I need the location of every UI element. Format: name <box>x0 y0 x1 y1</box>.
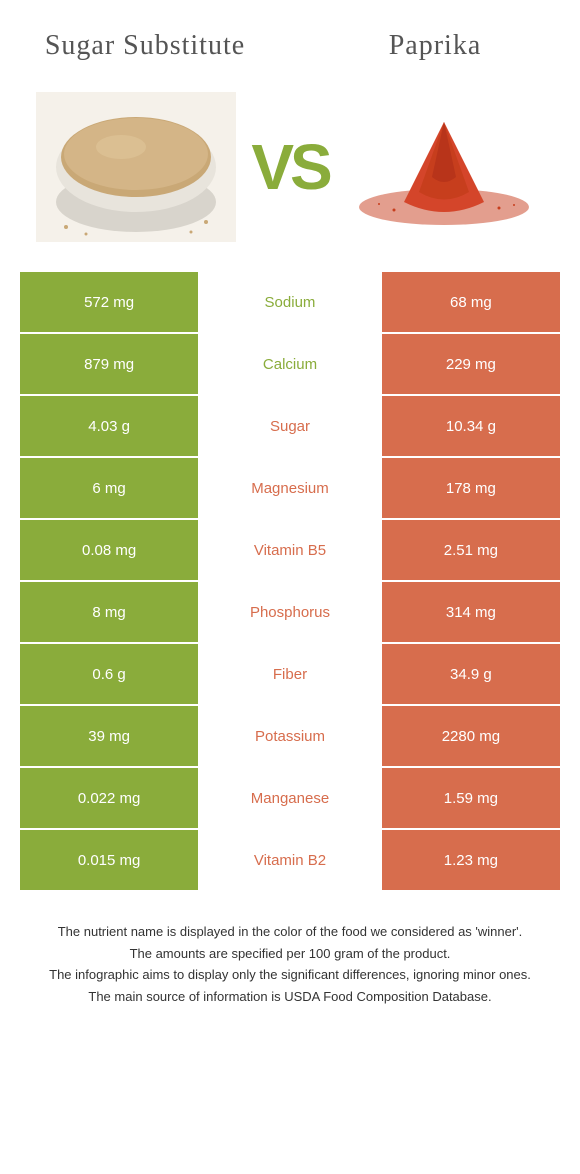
images-row: VS <box>0 82 580 272</box>
nutrient-row: 0.015 mgVitamin B21.23 mg <box>20 830 560 892</box>
nutrient-name-cell: Vitamin B2 <box>198 830 382 892</box>
vs-label: VS <box>251 135 328 199</box>
nutrient-name-cell: Phosphorus <box>198 582 382 644</box>
nutrient-row: 0.6 gFiber34.9 g <box>20 644 560 706</box>
left-food-title: Sugar Substitute <box>0 30 290 62</box>
nutrient-row: 572 mgSodium68 mg <box>20 272 560 334</box>
nutrient-name-cell: Fiber <box>198 644 382 706</box>
nutrient-name-cell: Sugar <box>198 396 382 458</box>
footer-line: The amounts are specified per 100 gram o… <box>20 944 560 964</box>
left-food-image <box>30 92 241 242</box>
right-value-cell: 314 mg <box>382 582 560 644</box>
right-value-cell: 178 mg <box>382 458 560 520</box>
left-value-cell: 0.08 mg <box>20 520 198 582</box>
nutrient-row: 0.08 mgVitamin B52.51 mg <box>20 520 560 582</box>
footer-line: The infographic aims to display only the… <box>20 965 560 985</box>
right-value-cell: 34.9 g <box>382 644 560 706</box>
right-value-cell: 1.59 mg <box>382 768 560 830</box>
right-value-cell: 2280 mg <box>382 706 560 768</box>
footer-line: The main source of information is USDA F… <box>20 987 560 1007</box>
footer-notes: The nutrient name is displayed in the co… <box>20 922 560 1006</box>
nutrient-row: 6 mgMagnesium178 mg <box>20 458 560 520</box>
titles-row: Sugar Substitute Paprika <box>0 0 580 82</box>
nutrient-name-cell: Manganese <box>198 768 382 830</box>
nutrient-row: 39 mgPotassium2280 mg <box>20 706 560 768</box>
left-value-cell: 39 mg <box>20 706 198 768</box>
right-food-image <box>339 92 550 242</box>
nutrient-name-cell: Potassium <box>198 706 382 768</box>
left-value-cell: 6 mg <box>20 458 198 520</box>
right-value-cell: 10.34 g <box>382 396 560 458</box>
left-value-cell: 8 mg <box>20 582 198 644</box>
left-value-cell: 0.015 mg <box>20 830 198 892</box>
left-value-cell: 0.022 mg <box>20 768 198 830</box>
left-value-cell: 572 mg <box>20 272 198 334</box>
nutrient-name-cell: Calcium <box>198 334 382 396</box>
right-value-cell: 229 mg <box>382 334 560 396</box>
nutrient-row: 8 mgPhosphorus314 mg <box>20 582 560 644</box>
sugar-substitute-icon <box>36 92 236 242</box>
nutrient-row: 0.022 mgManganese1.59 mg <box>20 768 560 830</box>
left-value-cell: 0.6 g <box>20 644 198 706</box>
right-value-cell: 1.23 mg <box>382 830 560 892</box>
right-food-title: Paprika <box>290 30 580 62</box>
nutrient-table: 572 mgSodium68 mg879 mgCalcium229 mg4.03… <box>20 272 560 892</box>
infographic-container: Sugar Substitute Paprika VS <box>0 0 580 1006</box>
nutrient-row: 879 mgCalcium229 mg <box>20 334 560 396</box>
left-value-cell: 4.03 g <box>20 396 198 458</box>
footer-line: The nutrient name is displayed in the co… <box>20 922 560 942</box>
left-value-cell: 879 mg <box>20 334 198 396</box>
nutrient-name-cell: Sodium <box>198 272 382 334</box>
right-value-cell: 68 mg <box>382 272 560 334</box>
nutrient-name-cell: Magnesium <box>198 458 382 520</box>
paprika-icon <box>344 92 544 242</box>
right-value-cell: 2.51 mg <box>382 520 560 582</box>
nutrient-row: 4.03 gSugar10.34 g <box>20 396 560 458</box>
nutrient-name-cell: Vitamin B5 <box>198 520 382 582</box>
